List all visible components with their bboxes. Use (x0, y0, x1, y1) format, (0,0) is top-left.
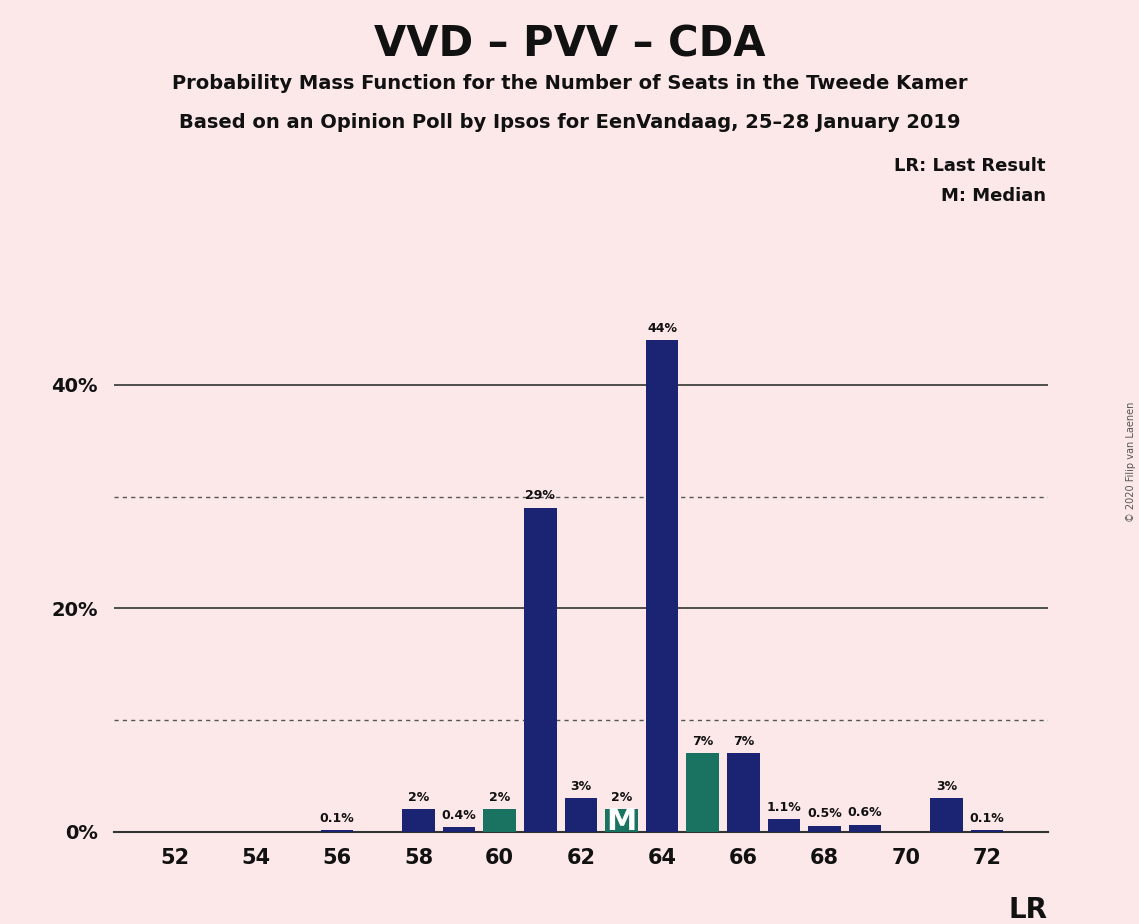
Bar (321, 831, 353, 832)
Bar (809, 826, 841, 832)
Text: 2%: 2% (489, 791, 510, 804)
Bar (646, 340, 679, 832)
Text: 1.1%: 1.1% (767, 801, 802, 814)
Text: 7%: 7% (732, 735, 754, 748)
Bar (443, 827, 475, 832)
Text: 3%: 3% (936, 780, 957, 793)
Text: 0.5%: 0.5% (808, 808, 842, 821)
Text: M: M (606, 807, 637, 836)
Text: © 2020 Filip van Laenen: © 2020 Filip van Laenen (1126, 402, 1136, 522)
Bar (524, 508, 557, 832)
Text: 0.1%: 0.1% (969, 812, 1005, 825)
Text: 44%: 44% (647, 322, 677, 334)
Bar (849, 825, 882, 832)
Text: 3%: 3% (571, 780, 591, 793)
Bar (768, 820, 801, 832)
Text: VVD – PVV – CDA: VVD – PVV – CDA (374, 23, 765, 65)
Text: 0.4%: 0.4% (442, 808, 476, 821)
Bar (970, 831, 1003, 832)
Text: 2%: 2% (611, 791, 632, 804)
Bar (687, 753, 719, 832)
Bar (931, 798, 962, 832)
Text: 7%: 7% (693, 735, 713, 748)
Text: Based on an Opinion Poll by Ipsos for EenVandaag, 25–28 January 2019: Based on an Opinion Poll by Ipsos for Ee… (179, 113, 960, 132)
Bar (402, 809, 435, 832)
Text: 29%: 29% (525, 489, 555, 503)
Text: 0.6%: 0.6% (847, 807, 883, 820)
Text: LR: LR (1009, 896, 1048, 924)
Bar (605, 809, 638, 832)
Bar (565, 798, 597, 832)
Text: M: Median: M: Median (941, 187, 1046, 204)
Text: LR: Last Result: LR: Last Result (894, 157, 1046, 175)
Text: 2%: 2% (408, 791, 429, 804)
Bar (727, 753, 760, 832)
Bar (483, 809, 516, 832)
Text: Probability Mass Function for the Number of Seats in the Tweede Kamer: Probability Mass Function for the Number… (172, 74, 967, 93)
Text: 0.1%: 0.1% (320, 812, 354, 825)
